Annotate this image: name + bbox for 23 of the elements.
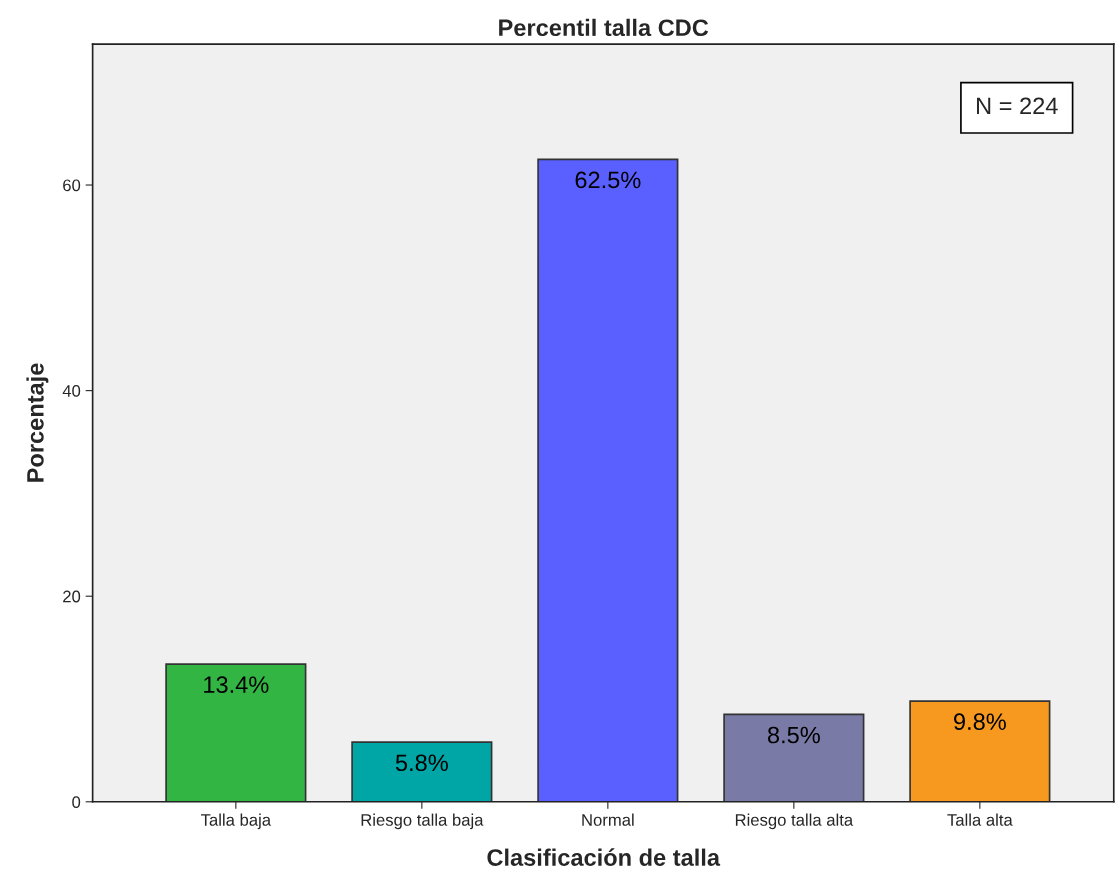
x-tick-label: Normal bbox=[582, 813, 634, 826]
bar bbox=[165, 663, 307, 802]
x-axis-title: Clasificación de talla bbox=[487, 848, 721, 866]
y-tick-label: 0 bbox=[72, 796, 81, 808]
x-tick-label: Riesgo talla baja bbox=[361, 813, 484, 830]
x-tick-label: Talla baja bbox=[201, 813, 272, 830]
data-label: 13.4% bbox=[204, 676, 269, 693]
bar bbox=[537, 158, 679, 802]
bar bbox=[723, 713, 865, 802]
data-label: 5.8% bbox=[395, 754, 448, 772]
y-tick-label: 20 bbox=[63, 590, 81, 603]
x-tick-label: Riesgo talla alta bbox=[735, 813, 854, 830]
data-label: 8.5% bbox=[767, 726, 820, 744]
y-axis-title: Porcentaje bbox=[26, 363, 49, 482]
y-tick-label: 60 bbox=[63, 179, 81, 192]
bar bbox=[351, 741, 493, 802]
chart-title: Percentil talla CDC bbox=[499, 18, 709, 37]
y-tick-label: 40 bbox=[62, 385, 81, 397]
data-label: 9.8% bbox=[954, 713, 1006, 730]
x-tick-label: Talla alta bbox=[947, 813, 1013, 826]
bar bbox=[909, 700, 1051, 802]
data-label: 62.5% bbox=[575, 171, 641, 189]
annotation: N = 224 bbox=[977, 97, 1058, 114]
